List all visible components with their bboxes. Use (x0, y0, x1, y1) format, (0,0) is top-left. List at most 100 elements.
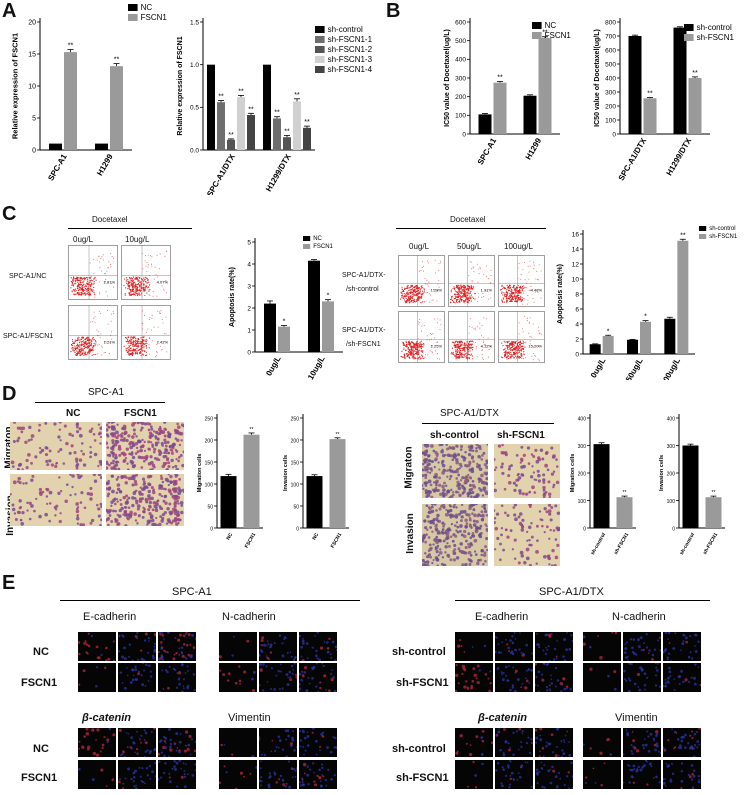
significance-mark: ** (114, 57, 120, 64)
flow-dots (499, 260, 542, 305)
x-tick-label: sh-control (590, 531, 608, 556)
if-image (259, 728, 297, 757)
legend-swatch (315, 66, 325, 73)
flow-percent: 4.12% (481, 344, 493, 349)
bar (95, 143, 108, 150)
y-axis-label: Relative expression of FSCN1 (11, 33, 20, 139)
x-tick-label: sh-FSCN1 (702, 532, 719, 556)
if-image (158, 760, 196, 789)
cell-dots (106, 474, 184, 526)
d-left-col-0: NC (66, 408, 81, 419)
chart-c2-apoptosis: 0 2 4 6 8 10 12 14 16 Apoptosis rate(%) * 0ug/L * 50u… (557, 226, 738, 380)
fluor-dots (495, 728, 533, 757)
bar (322, 301, 334, 352)
x-tick-label: 0ug/L (589, 356, 608, 379)
significance-mark: ** (228, 132, 234, 139)
flow-plot: 2.81% (68, 245, 118, 300)
c-left-title-line (68, 228, 192, 229)
c-right-title-line (396, 228, 546, 229)
significance-mark: ** (248, 106, 254, 113)
significance-mark: ** (623, 490, 627, 496)
bar (538, 37, 552, 134)
bar (589, 344, 601, 354)
if-image (455, 760, 493, 789)
fluor-dots (585, 762, 606, 787)
legend-swatch (128, 4, 138, 11)
e-left-row-3: FSCN1 (21, 772, 58, 784)
chart-d4-invasion: 0 100 200 300 400 Invasion cells sh-control ** s… (659, 414, 725, 556)
panel-letter-d: D (2, 383, 17, 405)
bar (283, 137, 291, 150)
flow-percent: 4.48% (531, 288, 543, 293)
if-image (535, 632, 573, 661)
e-right-row-3: sh-FSCN1 (396, 772, 449, 784)
legend-swatch (532, 32, 542, 39)
if-image (118, 663, 156, 692)
bar (306, 476, 323, 528)
y-tick-label: 200 (667, 471, 676, 477)
y-tick-label: 16 (572, 231, 580, 238)
x-tick-label: H1299 (95, 152, 115, 177)
if-image (299, 663, 337, 692)
bar (677, 240, 689, 354)
bar (217, 102, 225, 150)
legend-label: sh-FSCN1 (709, 234, 738, 240)
y-tick-label: 0 (296, 526, 299, 532)
flow-plot: 1.91% (448, 255, 495, 307)
flow-percent: 15.20% (528, 344, 542, 349)
if-image (158, 728, 196, 757)
y-tick-label: 3 (247, 283, 251, 290)
flow-dots (123, 310, 168, 358)
y-tick-label: 200 (578, 471, 587, 477)
if-image (259, 760, 297, 789)
legend-label: sh-FSCN1-4 (328, 65, 373, 74)
y-tick-label: 300 (578, 444, 587, 450)
y-tick-label: 2 (575, 336, 579, 343)
fluor-dots (455, 663, 492, 692)
y-axis-label: IC50 value of Docetaxel(ug/L) (594, 29, 601, 127)
legend-label: sh-FSCN1 (697, 33, 735, 42)
significance-mark: ** (647, 91, 653, 98)
if-image (663, 663, 701, 692)
microscopy-image (10, 422, 102, 470)
bar (627, 339, 638, 354)
fluor-dots (78, 728, 116, 757)
if-image (455, 632, 493, 661)
e-right-title: SPC-A1/DTX (539, 586, 604, 598)
fluor-dots (583, 632, 618, 660)
chart-a2-fscn1-knockdown: 0.0 0.5 1.0 1.5 Relative expression of FSCN1… (177, 18, 373, 195)
if-image (495, 663, 533, 692)
y-tick-label: 100 (578, 499, 587, 505)
fluor-dots (219, 765, 257, 789)
panel-letter-e: E (2, 572, 16, 594)
cell-dots (10, 474, 102, 526)
if-image (583, 760, 621, 789)
cell-dots (494, 444, 560, 498)
flow-plot: 1.21% (68, 305, 118, 360)
fluor-dots (118, 728, 156, 757)
y-tick-label: 0 (575, 351, 579, 358)
legend-swatch (699, 226, 707, 231)
if-image (219, 663, 257, 692)
if-image (219, 632, 257, 661)
y-tick-label: 600 (605, 47, 616, 54)
y-tick-label: 100 (605, 117, 616, 124)
y-tick-label: 600 (455, 19, 466, 26)
legend-label: sh-FSCN1-2 (328, 45, 373, 54)
y-axis-label: Relative expression of FSCN1 (177, 36, 184, 135)
bar (220, 476, 237, 528)
bar (278, 326, 290, 352)
bar (628, 36, 642, 134)
fluor-dots (299, 663, 337, 692)
significance-mark: ** (218, 94, 224, 101)
d-right-title-line (422, 423, 554, 424)
bar (243, 434, 260, 528)
cell-dots (422, 444, 488, 498)
x-tick-label: 50ug/L (624, 356, 645, 380)
legend-swatch (315, 56, 325, 63)
legend-label: sh-control (697, 23, 732, 32)
fluor-dots (119, 663, 156, 690)
bar (263, 64, 271, 150)
microscopy-image (10, 474, 102, 526)
c-left-row-1: SPC-A1/FSCN1 (3, 333, 54, 340)
